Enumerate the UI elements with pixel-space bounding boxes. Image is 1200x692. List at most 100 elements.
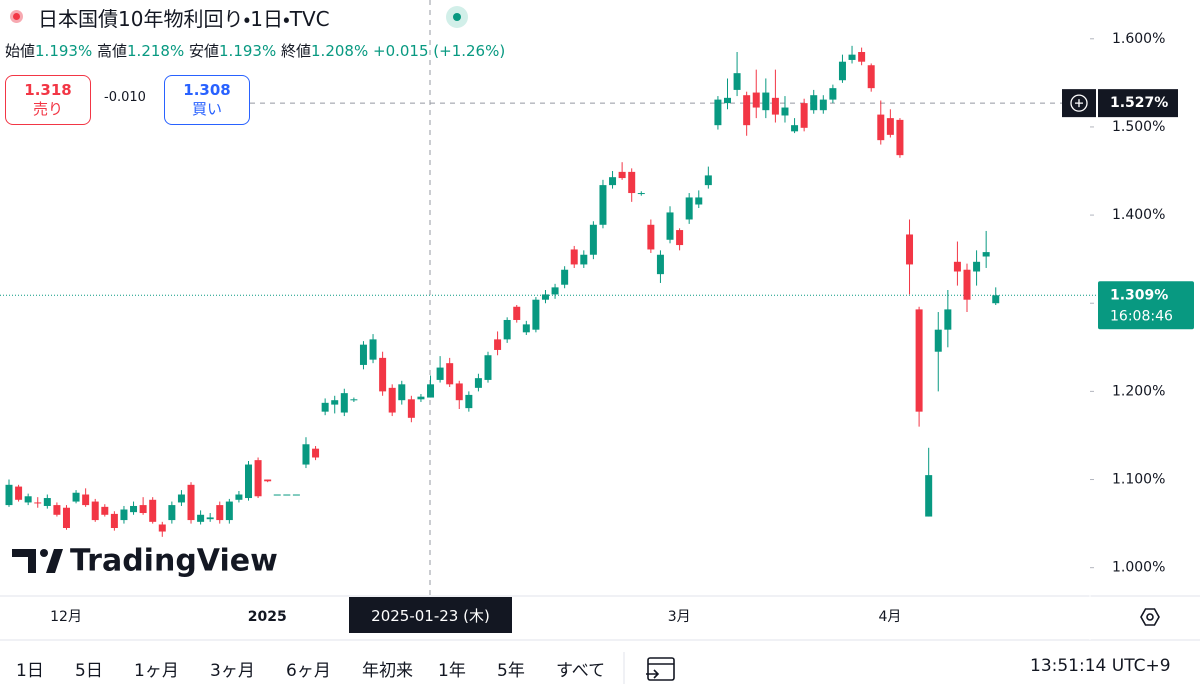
candle-body [867,65,875,89]
candle-body [800,103,808,128]
range-button[interactable]: 年初来 [362,661,413,681]
candle-body [110,513,118,529]
ohlc-value: 1.193% [219,42,277,60]
ohlc-label: 高値 [97,42,128,60]
candle-body [465,394,473,409]
range-button[interactable]: 6ヶ月 [286,661,331,681]
axis-settings[interactable] [1140,608,1160,626]
gear[interactable] [1140,608,1160,626]
clock: 13:51:14 UTC+9 [1030,656,1171,676]
candle-body [101,506,109,515]
candle-body [436,367,444,380]
candle-body [254,460,262,497]
candle-body [120,509,128,521]
buy-label[interactable]: 買い [191,100,222,118]
candle-body [532,299,540,330]
sell-price[interactable]: 1.318 [24,81,72,99]
candle-body [264,479,272,482]
candle-body [570,249,578,265]
candle-body [427,384,435,398]
candle-body [62,507,70,529]
status-dot [13,13,20,20]
candle-body [340,393,348,413]
symbol-title: 日本国債10年物利回り・1日・TVC [38,7,330,31]
candle-body [24,496,32,503]
logo-dot [40,549,48,557]
candle-body [522,324,530,333]
x-tick-label: 2025 [248,609,287,625]
candle-body [714,99,722,126]
candle-body [474,378,482,388]
ohlc-label: 始値 [5,42,36,60]
candle-body [484,355,492,380]
candle-body [369,339,377,360]
crosshair-price: 1.527% [1110,95,1168,111]
candle-body [455,383,463,401]
candle-body [973,261,981,272]
candle-body [743,95,751,126]
candle-body [379,357,387,392]
price-countdown: 16:08:46 [1110,308,1173,324]
candle-body [177,494,185,503]
candle-body [915,309,923,412]
date-range-icon[interactable] [646,657,675,681]
candle-body [656,254,664,275]
range-button[interactable]: 3ヶ月 [210,661,255,681]
candle-body [589,224,597,255]
y-tick-label: 1.600% [1112,31,1165,47]
candle-body [599,185,607,225]
candle-body [609,177,617,186]
candle-body [53,505,61,515]
candle-body [407,399,415,418]
candle-body [628,171,636,194]
ohlc-value: 1.208% [311,42,369,60]
candle-body [896,119,904,156]
calendar[interactable] [647,657,675,681]
candle-body [158,524,166,532]
sell-label[interactable]: 売り [32,100,63,118]
range-button[interactable]: 1ヶ月 [134,661,179,681]
ohlc-label: 終値 [281,42,312,60]
candle-body [417,396,425,400]
sell-button[interactable]: 1.318 売り [5,75,91,125]
range-button[interactable]: 5日 [75,661,103,681]
candle-body [235,494,243,500]
y-tick-label: 1.000% [1112,560,1165,576]
candle-body [886,118,894,135]
candle-body [321,402,329,412]
buy-price[interactable]: 1.308 [183,81,231,99]
y-tick-label: 1.100% [1112,472,1165,488]
candle-body [503,319,511,340]
candle-body [561,269,569,285]
candle-body [446,363,454,385]
gear-center[interactable] [1146,613,1154,621]
arrow[interactable] [646,669,660,679]
crosshair-plus [1070,94,1088,112]
x-tick-label: 12月 [50,609,82,625]
candle-body [5,484,13,506]
buy-button[interactable]: 1.308 買い [164,75,250,125]
candle-body [858,52,866,62]
candle-body [15,486,23,500]
candle-body [992,295,1000,304]
candle-body [906,234,914,265]
logo-mark [46,549,63,573]
candle-body [273,494,281,496]
candle-body [216,505,224,521]
candle-body [848,54,856,60]
candle-body [791,125,799,132]
range-button[interactable]: 5年 [497,661,525,681]
candle-body [168,505,176,521]
ohlc-value: 1.218% [127,42,185,60]
range-button[interactable]: 1日 [16,661,44,681]
x-tick-label: 3月 [668,609,691,625]
range-button[interactable]: 1年 [438,661,466,681]
range-button[interactable]: すべて [556,661,606,681]
candle-body [283,494,291,496]
candle-body [724,97,731,104]
candle-body [541,294,549,300]
candle-body [762,92,770,111]
candle-body [704,175,712,186]
candle-body [733,73,741,90]
